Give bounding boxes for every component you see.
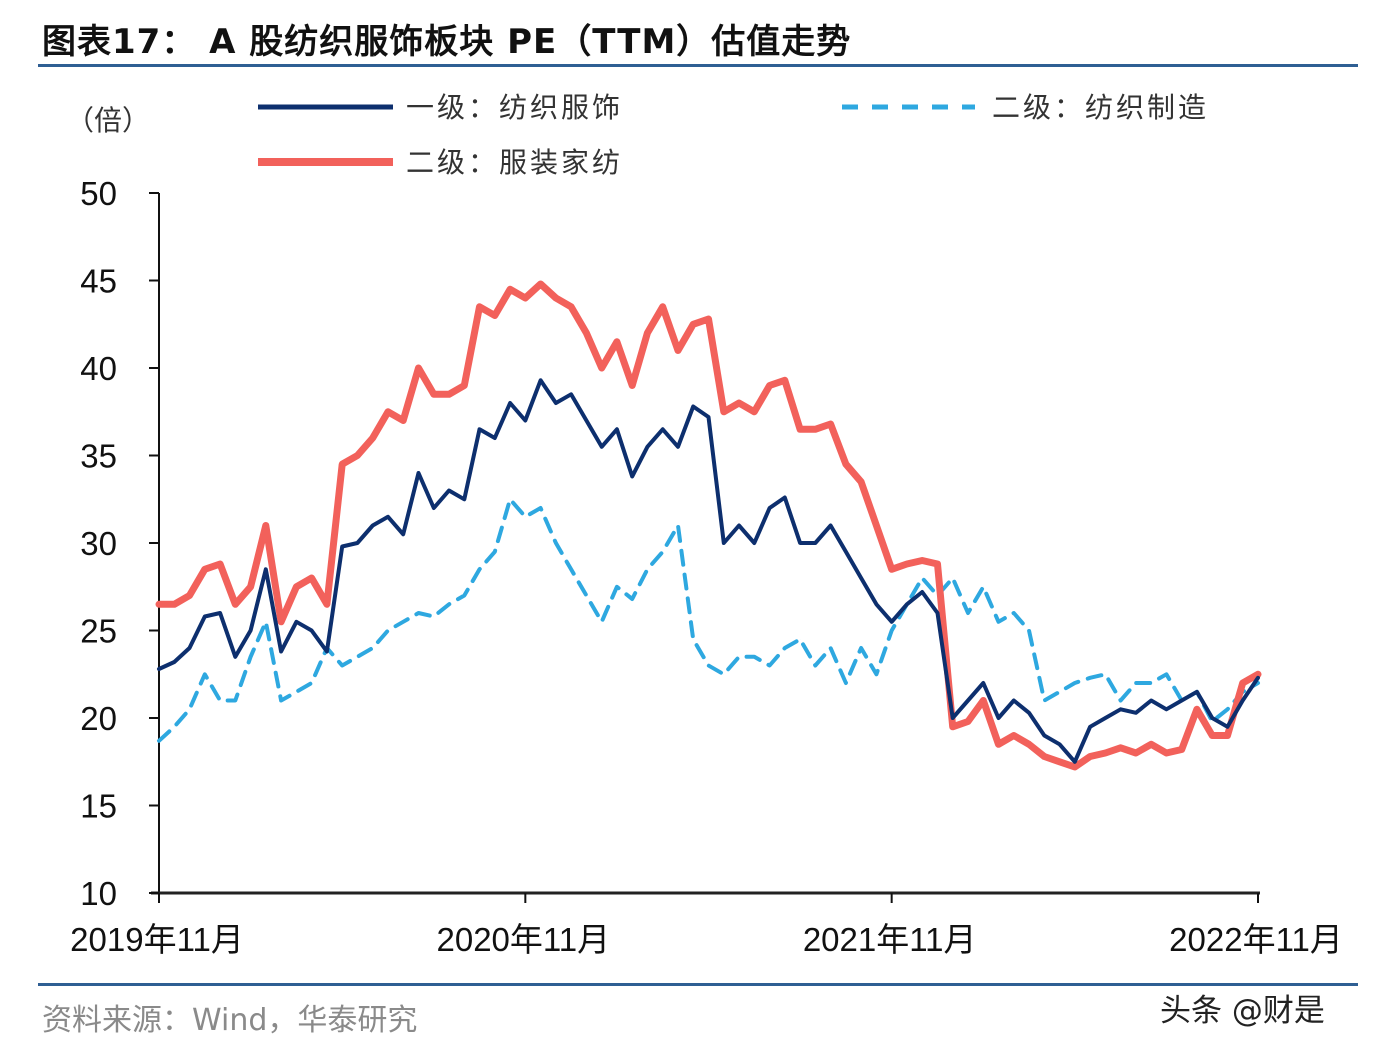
legend-item-series-2: 二级：服装家纺 (258, 146, 623, 179)
y-tick-label: 40 (80, 350, 117, 387)
series-line-2 (155, 280, 1262, 771)
source-note: 资料来源：Wind，华泰研究 (42, 1003, 418, 1038)
y-tick-label: 45 (80, 263, 117, 300)
legend-item-series-1: 二级：纺织制造 (842, 91, 1209, 124)
plot-area (155, 280, 1262, 771)
line-chart: （倍） 一级：纺织服饰 二级：纺织制造 二级：服装家纺 10 15 20 25 30 35… (66, 91, 1343, 958)
y-tick-label: 35 (80, 438, 117, 475)
x-tick-label: 2020年11月 (436, 921, 610, 958)
y-tick-label: 30 (80, 525, 117, 562)
bottom-divider (38, 983, 1358, 986)
top-divider (38, 64, 1358, 67)
watermark: 头条 @财是 (1160, 993, 1325, 1029)
legend-label-series-2: 二级：服装家纺 (406, 146, 623, 179)
axes: 10 15 20 25 30 35 40 45 50 2019年11月 2020年11月 2021年1… (70, 175, 1343, 958)
series-line-1 (157, 497, 1260, 743)
x-tick-label: 2021年11月 (803, 921, 977, 958)
y-tick-label: 20 (80, 700, 117, 737)
y-tick-label: 50 (80, 175, 117, 212)
y-axis-unit-label: （倍） (66, 104, 150, 137)
legend: 一级：纺织服饰 二级：纺织制造 二级：服装家纺 (258, 91, 1209, 179)
x-tick-label: 2019年11月 (70, 921, 244, 958)
y-tick-label: 25 (80, 613, 117, 650)
y-tick-label: 10 (80, 875, 117, 912)
y-tick-label: 15 (80, 788, 117, 825)
chart-title: 图表17： A 股纺织服饰板块 PE（TTM）估值走势 (42, 22, 852, 62)
legend-label-series-0: 一级：纺织服饰 (406, 91, 623, 124)
legend-item-series-0: 一级：纺织服饰 (258, 91, 623, 124)
series-line-0 (157, 378, 1260, 764)
x-tick-label: 2022年11月 (1169, 921, 1343, 958)
legend-label-series-1: 二级：纺织制造 (992, 91, 1209, 124)
